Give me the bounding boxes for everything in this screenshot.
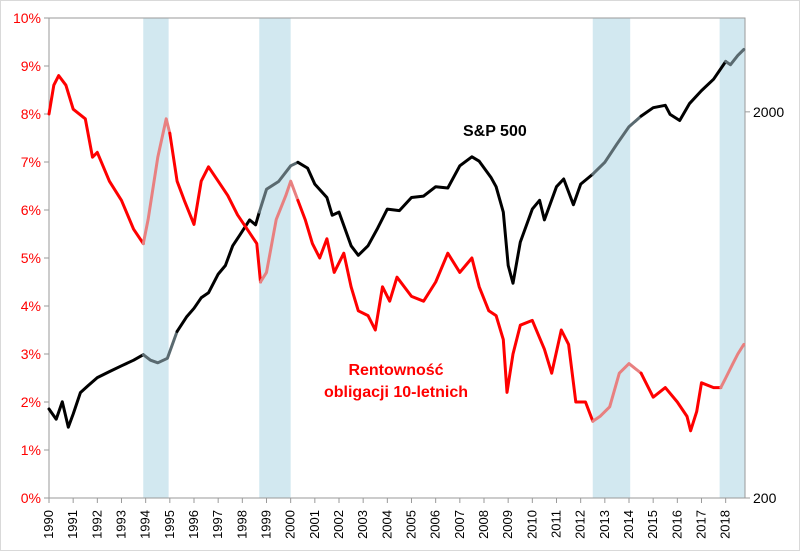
x-tick-label: 1998	[234, 510, 249, 539]
x-tick-label: 1994	[138, 510, 153, 539]
shaded-periods	[143, 18, 745, 498]
series-line-sp500-seg-3	[257, 160, 300, 214]
shaded-period-0	[143, 18, 169, 498]
x-tick-label: 2005	[404, 510, 419, 539]
x-tick-label: 1997	[210, 510, 225, 539]
y-left-tick-label: 5%	[21, 250, 41, 266]
x-tick-label: 1990	[41, 510, 56, 539]
series-line-sp500-seg-7	[724, 48, 746, 67]
annotation-yield-line-0: Rentowność	[348, 362, 443, 379]
series-line-sp500-seg-5	[591, 114, 643, 176]
y-right-tick-label: 200	[753, 490, 777, 506]
y-left-tick-label: 10%	[13, 10, 41, 26]
x-tick-label: 2001	[307, 510, 322, 539]
x-tick-label: 1995	[162, 510, 177, 539]
series-line-sp500-seg-1	[141, 329, 179, 365]
x-tick-label: 1992	[89, 510, 104, 539]
annotation-yield-line-1: obligacji 10-letnich	[324, 384, 468, 401]
shaded-period-1	[259, 18, 291, 498]
x-tick-label: 2000	[283, 510, 298, 539]
x-tick-label: 2003	[355, 510, 370, 539]
x-tick-label: 2014	[621, 510, 636, 539]
y-left-tick-label: 2%	[21, 394, 41, 410]
x-tick-label: 2009	[500, 510, 515, 539]
series-lines	[47, 48, 746, 433]
series-line-sp500-seg-4	[296, 155, 595, 285]
axes: 0% 1% 2% 3% 4% 5% 6% 7% 8% 9% 10% 200 2000 1990 1991 19…	[13, 10, 784, 539]
series-line-sp500-seg-6	[639, 60, 728, 122]
x-tick-label: 2018	[718, 510, 733, 539]
series-line-yield-seg-1	[141, 117, 172, 246]
series-line-yield-seg-5	[591, 362, 643, 423]
x-tick-label: 2016	[669, 510, 684, 539]
x-tick-label: 2002	[331, 510, 346, 539]
x-tick-label: 2015	[645, 510, 660, 539]
series-line-yield-seg-2	[168, 131, 262, 284]
x-tick-label: 2008	[476, 510, 491, 539]
x-tick-label: 2011	[549, 510, 564, 538]
x-tick-label: 1991	[65, 510, 80, 539]
series-line-yield-seg-7	[719, 342, 746, 390]
x-tick-label: 2013	[597, 510, 612, 539]
y-right-tick-label: 2000	[753, 104, 784, 120]
series-line-yield-seg-3	[259, 179, 300, 284]
x-tick-label: 1993	[114, 510, 129, 539]
x-tick-label: 2006	[428, 510, 443, 539]
y-left-tick-label: 3%	[21, 346, 41, 362]
x-tick-label: 2004	[379, 510, 394, 539]
x-tick-label: 1996	[186, 510, 201, 539]
series-annotations: S&P 500 Rentowność obligacji 10-letnich	[324, 123, 527, 401]
annotation-sp500: S&P 500	[463, 123, 527, 140]
series-line-yield-seg-4	[296, 198, 595, 423]
shaded-period-3	[719, 18, 745, 498]
series-line-sp500-seg-2	[175, 210, 261, 333]
y-left-tick-label: 9%	[21, 58, 41, 74]
y-left-tick-label: 6%	[21, 202, 41, 218]
x-tick-label: 2007	[452, 510, 467, 539]
y-left-tick-label: 8%	[21, 106, 41, 122]
x-tick-label: 1999	[259, 510, 274, 539]
y-left-tick-label: 1%	[21, 442, 41, 458]
shaded-period-2	[592, 18, 631, 498]
y-left-tick-label: 0%	[21, 490, 41, 506]
y-left-tick-label: 7%	[21, 154, 41, 170]
x-tick-label: 2012	[573, 510, 588, 539]
series-line-sp500-seg-0	[47, 353, 145, 429]
y-left-tick-label: 4%	[21, 298, 41, 314]
x-tick-label: 2017	[694, 510, 709, 539]
x-tick-label: 2010	[524, 510, 539, 539]
series-line-yield-seg-6	[639, 371, 723, 433]
series-line-yield-seg-0	[47, 74, 145, 246]
